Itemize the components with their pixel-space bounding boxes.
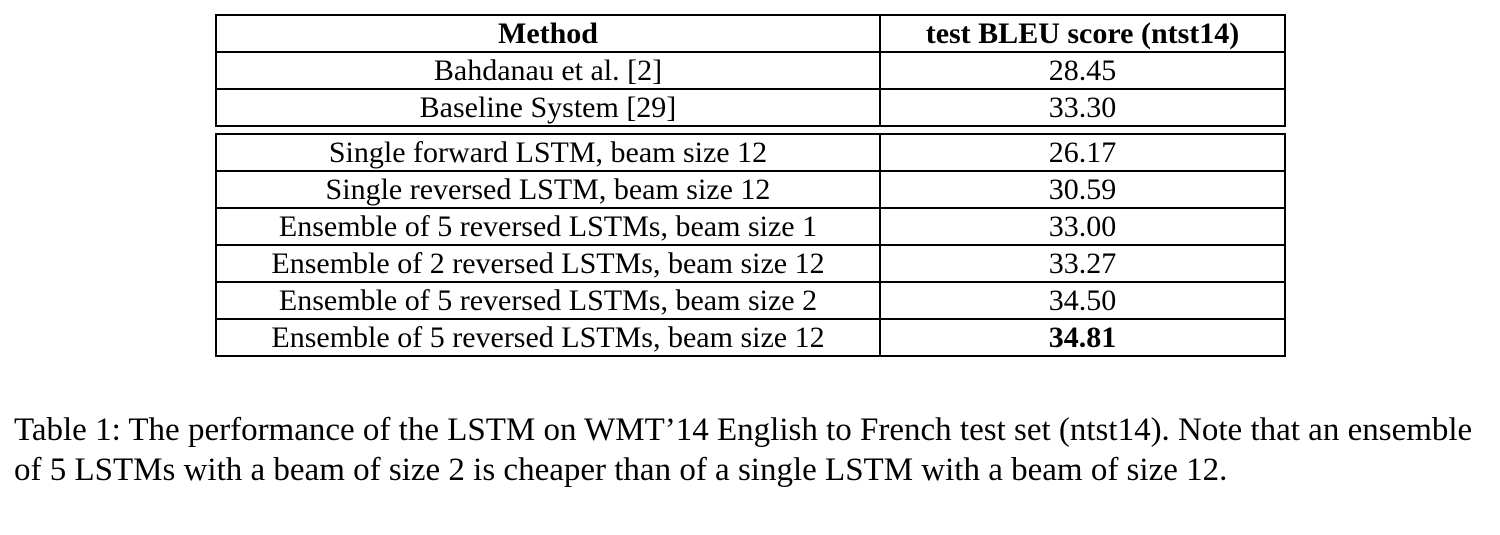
- table-row: Ensemble of 2 reversed LSTMs, beam size …: [215, 244, 1286, 283]
- method-cell: Baseline System [29]: [215, 88, 881, 127]
- score-cell: 33.27: [879, 244, 1286, 283]
- table-row: Single forward LSTM, beam size 12 26.17: [215, 133, 1286, 172]
- results-table-bottom: Single forward LSTM, beam size 12 26.17 …: [215, 133, 1286, 357]
- table-row: Ensemble of 5 reversed LSTMs, beam size …: [215, 318, 1286, 357]
- table-row: Ensemble of 5 reversed LSTMs, beam size …: [215, 281, 1286, 320]
- method-cell: Ensemble of 5 reversed LSTMs, beam size …: [215, 207, 881, 246]
- method-cell: Single forward LSTM, beam size 12: [215, 133, 881, 172]
- table-header-row: Method test BLEU score (ntst14): [215, 14, 1286, 53]
- results-table-top: Method test BLEU score (ntst14) Bahdanau…: [215, 14, 1286, 127]
- table-row: Baseline System [29] 33.30: [215, 88, 1286, 127]
- table-row: Bahdanau et al. [2] 28.45: [215, 51, 1286, 90]
- method-cell: Bahdanau et al. [2]: [215, 51, 881, 90]
- table-row: Single reversed LSTM, beam size 12 30.59: [215, 170, 1286, 209]
- score-column-header: test BLEU score (ntst14): [879, 14, 1286, 53]
- score-cell: 30.59: [879, 170, 1286, 209]
- method-cell: Ensemble of 5 reversed LSTMs, beam size …: [215, 318, 881, 357]
- score-cell: 33.00: [879, 207, 1286, 246]
- table-caption: Table 1: The performance of the LSTM on …: [14, 412, 1473, 488]
- results-table-container: Method test BLEU score (ntst14) Bahdanau…: [215, 14, 1286, 357]
- best-score-cell: 34.81: [879, 318, 1286, 357]
- method-cell: Ensemble of 2 reversed LSTMs, beam size …: [215, 244, 881, 283]
- method-cell: Ensemble of 5 reversed LSTMs, beam size …: [215, 281, 881, 320]
- score-cell: 33.30: [879, 88, 1286, 127]
- table-row: Ensemble of 5 reversed LSTMs, beam size …: [215, 207, 1286, 246]
- method-column-header: Method: [215, 14, 881, 53]
- method-cell: Single reversed LSTM, beam size 12: [215, 170, 881, 209]
- score-cell: 26.17: [879, 133, 1286, 172]
- score-cell: 34.50: [879, 281, 1286, 320]
- score-cell: 28.45: [879, 51, 1286, 90]
